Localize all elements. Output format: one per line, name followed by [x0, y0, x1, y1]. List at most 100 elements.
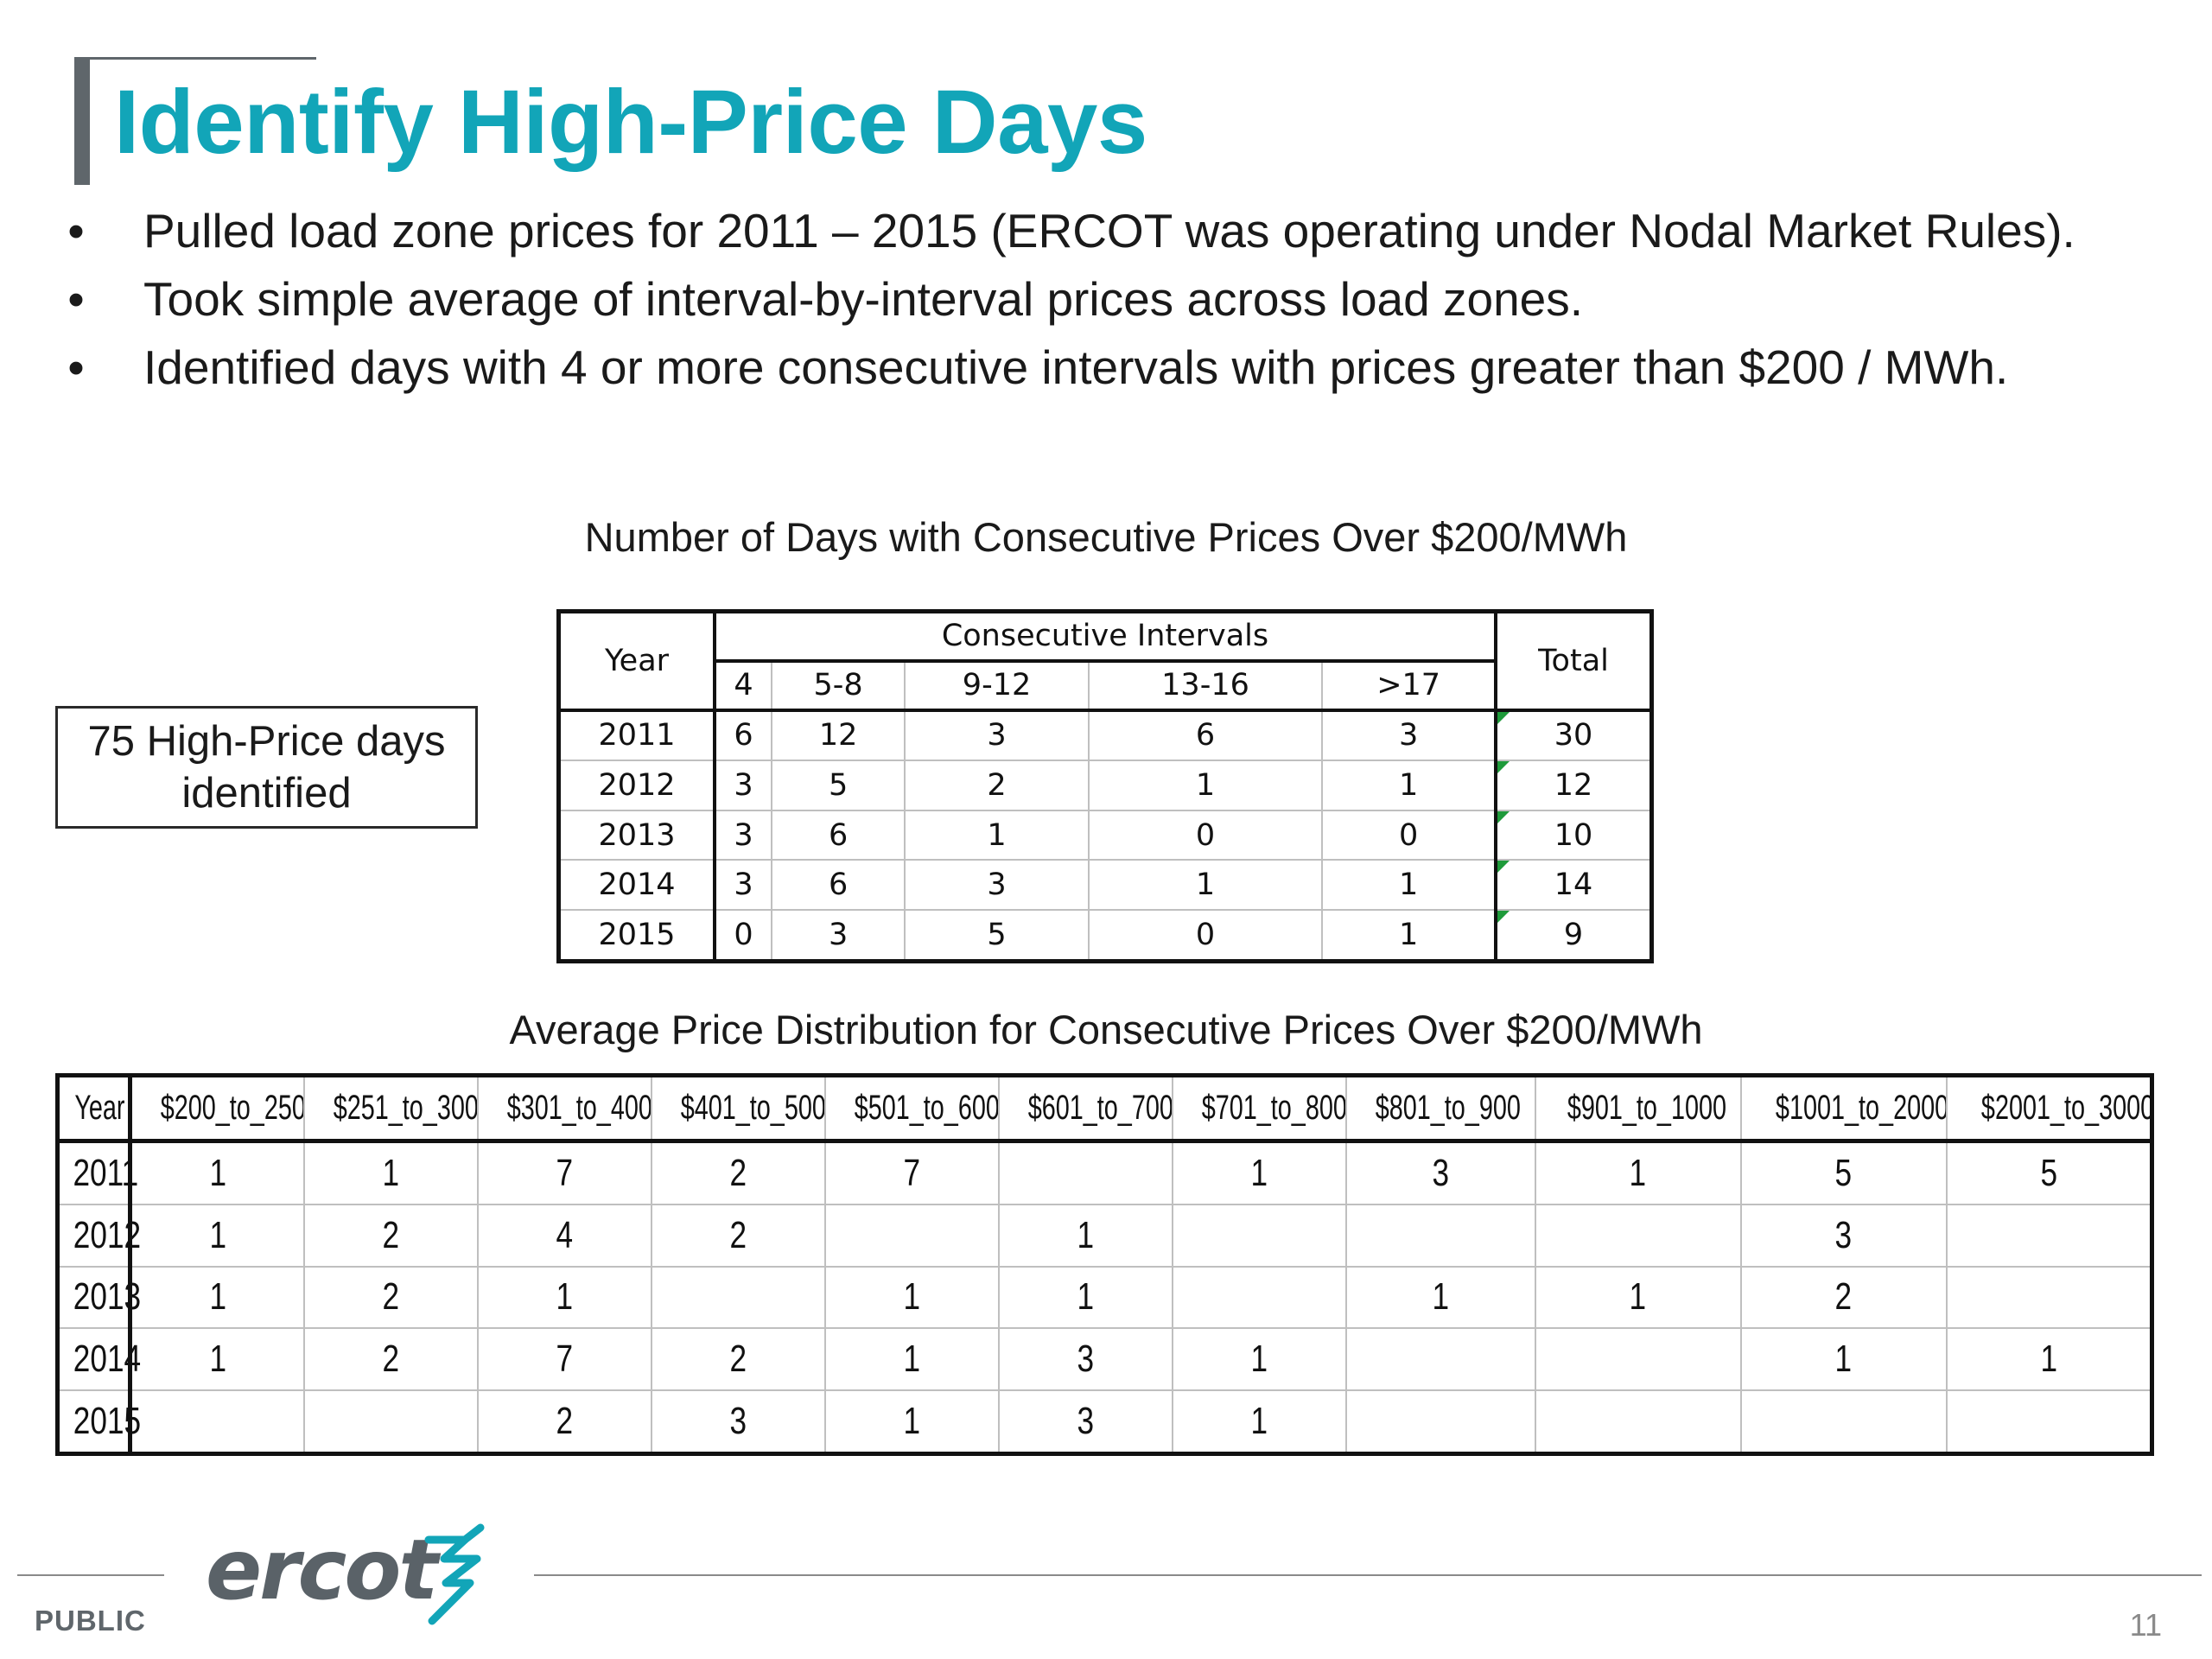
- bullet-dot: •: [67, 204, 85, 257]
- cell-value: 1: [1172, 1141, 1347, 1205]
- logo-wordmark: ercot: [206, 1522, 441, 1618]
- cell-value: 1: [130, 1204, 305, 1267]
- cell-value: [651, 1265, 826, 1329]
- cell-value: 12: [771, 709, 906, 761]
- cell-value: 1: [824, 1327, 1000, 1390]
- col-header-interval: 4: [715, 660, 772, 712]
- table-row: 2015 0 3 5 0 1 9: [558, 908, 1652, 962]
- cell-value: 2: [905, 760, 1090, 810]
- cell-value: 2: [1740, 1265, 1948, 1329]
- cell-value: 7: [477, 1141, 652, 1205]
- cell-text: 2013: [73, 1275, 142, 1319]
- row-year: 2013: [558, 809, 716, 861]
- cell-text: 1: [382, 1152, 399, 1195]
- col-header-text: $901_to_1000: [1567, 1089, 1726, 1127]
- table-row: 2013 3 6 1 0 0 10: [558, 809, 1652, 861]
- cell-text: 7: [556, 1152, 573, 1195]
- cell-value: 6: [1088, 709, 1324, 761]
- summary-note-box: 75 High-Price days identified: [55, 706, 478, 829]
- cell-text: 2: [729, 1152, 747, 1195]
- cell-value: [1740, 1389, 1948, 1454]
- cell-value: [1172, 1265, 1347, 1329]
- cell-value: [1172, 1204, 1347, 1267]
- cell-value: 7: [824, 1141, 1000, 1205]
- cell-value: 1: [1172, 1389, 1347, 1454]
- cell-value: 1: [1740, 1327, 1948, 1390]
- cell-value: [1345, 1327, 1536, 1390]
- cell-value: 0: [1088, 809, 1324, 861]
- col-header-text: $200_to_250: [160, 1089, 304, 1127]
- lightning-bolt-icon: [424, 1523, 485, 1625]
- row-year: 2015: [558, 908, 716, 962]
- cell-text: 1: [556, 1275, 573, 1319]
- row-total-value: 12: [1554, 768, 1593, 804]
- cell-value: [998, 1141, 1173, 1205]
- cell-value: 6: [771, 809, 906, 861]
- cell-value: 1: [1172, 1327, 1347, 1390]
- cell-value: 3: [715, 809, 772, 861]
- cell-value: 3: [998, 1389, 1173, 1454]
- cell-value: 2: [303, 1204, 479, 1267]
- cell-value: 3: [905, 709, 1090, 761]
- cell-value: 1: [1345, 1265, 1536, 1329]
- cell-text: 1: [903, 1338, 920, 1381]
- cell-value: 1: [130, 1265, 305, 1329]
- cell-value: [1535, 1327, 1742, 1390]
- table-row: 2011 1 1 7 2 7 1 3 1 5 5: [57, 1141, 2152, 1205]
- col-header-total: Total: [1494, 611, 1652, 712]
- consecutive-intervals-table: Year Consecutive Intervals Total 4 5-8 9…: [556, 609, 1654, 963]
- table1-caption: Number of Days with Consecutive Prices O…: [584, 514, 1628, 560]
- cell-value: [303, 1389, 479, 1454]
- col-header-text: $251_to_300: [333, 1089, 478, 1127]
- slide-title: Identify High-Price Days: [114, 72, 1147, 173]
- cell-value: 1: [1322, 908, 1496, 962]
- cell-value: 2: [651, 1204, 826, 1267]
- table-row: 2012 1 2 4 2 1 3: [57, 1204, 2152, 1267]
- cell-value: 6: [771, 859, 906, 910]
- bullet-text: Identified days with 4 or more consecuti…: [143, 340, 2009, 394]
- bullet-dot: •: [67, 340, 85, 394]
- cell-text: 3: [1077, 1338, 1094, 1381]
- cell-value: 4: [477, 1204, 652, 1267]
- cell-text: 2015: [73, 1399, 142, 1442]
- cell-text: 1: [208, 1213, 226, 1256]
- title-accent-rule: [74, 57, 316, 60]
- col-header-interval: 9-12: [905, 660, 1090, 712]
- cell-value: 3: [1740, 1204, 1948, 1267]
- table-row: 2013 1 2 1 1 1 1 1 2: [57, 1265, 2152, 1329]
- cell-text: 2: [382, 1275, 399, 1319]
- cell-value: [1345, 1204, 1536, 1267]
- cell-text: 1: [208, 1275, 226, 1319]
- formula-warning-marker: [1497, 861, 1510, 874]
- cell-value: 1: [130, 1141, 305, 1205]
- bullet-item: • Identified days with 4 or more consecut…: [52, 334, 2143, 402]
- cell-text: 1: [208, 1338, 226, 1381]
- row-total: 12: [1494, 760, 1652, 810]
- cell-value: 1: [130, 1327, 305, 1390]
- cell-value: 3: [715, 859, 772, 910]
- cell-value: 1: [1535, 1141, 1742, 1205]
- cell-text: 2011: [73, 1152, 139, 1195]
- classification-label: PUBLIC: [35, 1605, 146, 1637]
- cell-text: 2: [556, 1399, 573, 1442]
- cell-value: 1: [1946, 1327, 2152, 1390]
- cell-value: 1: [905, 809, 1090, 861]
- cell-value: 1: [1088, 760, 1324, 810]
- cell-value: [1946, 1389, 2152, 1454]
- row-total-value: 14: [1554, 868, 1593, 903]
- table-row: 2015 2 3 1 3 1: [57, 1389, 2152, 1454]
- col-header-interval: >17: [1322, 660, 1496, 712]
- cell-text: 3: [729, 1399, 747, 1442]
- row-total: 30: [1494, 709, 1652, 761]
- col-header-text: $601_to_700: [1027, 1089, 1173, 1127]
- table-row: 2011 6 12 3 6 3 30: [558, 709, 1652, 761]
- cell-value: 3: [998, 1327, 1173, 1390]
- cell-value: 1: [303, 1141, 479, 1205]
- cell-value: [1535, 1389, 1742, 1454]
- formula-warning-marker: [1497, 761, 1510, 774]
- col-header-interval: 13-16: [1088, 660, 1324, 712]
- cell-value: 2: [477, 1389, 652, 1454]
- col-header-price-bin: $1001_to_2000: [1740, 1075, 1948, 1143]
- col-header-text: $501_to_600: [854, 1089, 999, 1127]
- cell-text: 1: [1250, 1338, 1268, 1381]
